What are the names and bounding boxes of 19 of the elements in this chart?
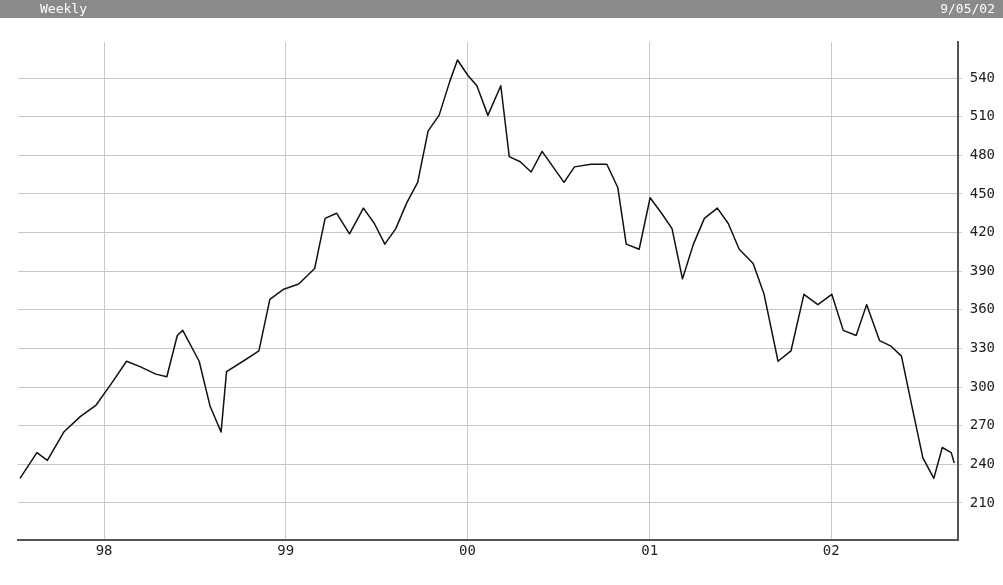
y-tick-label: 330: [969, 339, 996, 356]
y-tick-label: 300: [969, 377, 996, 394]
y-tick-label: 540: [969, 68, 996, 85]
x-tick-label: 98: [95, 542, 113, 559]
chart-title: Weekly: [40, 0, 87, 18]
y-tick-label: 390: [969, 261, 996, 278]
y-tick-label: 420: [969, 223, 996, 240]
text: 9/05/02: [940, 0, 995, 18]
x-tick-label: 00: [459, 542, 476, 559]
y-tick-label: 210: [969, 493, 996, 510]
y-tick-label: 450: [969, 184, 996, 201]
y-tick-label: 240: [969, 454, 996, 471]
y-tick-label: 480: [969, 145, 996, 162]
y-tick-label: 510: [969, 107, 996, 124]
y-tick-label: 360: [969, 300, 996, 317]
x-tick-label: 01: [641, 542, 659, 559]
x-tick-label: 02: [822, 542, 840, 559]
y-tick-label: 270: [969, 416, 996, 433]
x-tick-label: 99: [277, 542, 295, 559]
